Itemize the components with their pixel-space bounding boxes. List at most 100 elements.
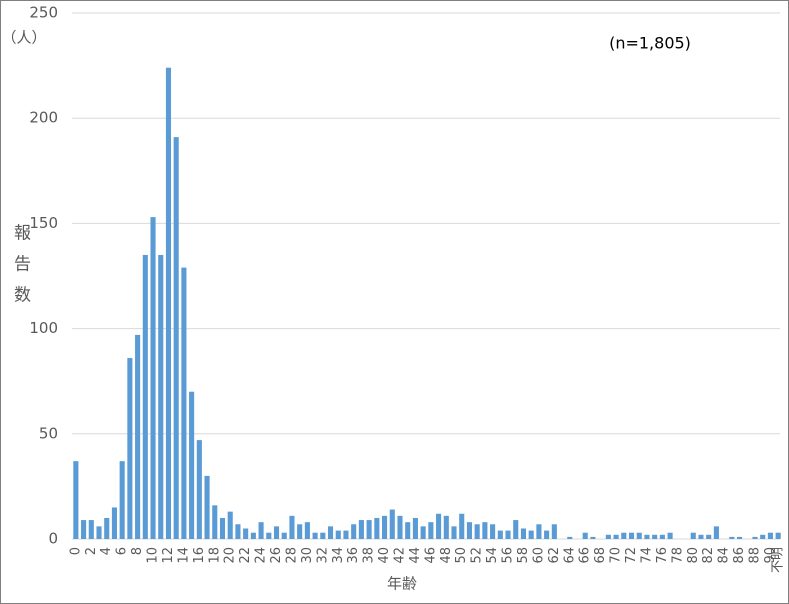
y-tick-label: 100	[29, 319, 58, 337]
bar	[158, 254, 164, 539]
bar	[505, 530, 511, 539]
y-unit: （人）	[1, 29, 46, 47]
x-tick-label: 68	[593, 547, 608, 564]
bar	[227, 511, 233, 539]
x-axis-title: 年齢	[387, 575, 417, 593]
bar	[536, 524, 542, 539]
x-tick-label: 30	[300, 547, 315, 564]
bar	[273, 526, 280, 539]
bar	[104, 517, 110, 539]
x-tick-label: 64	[562, 547, 577, 564]
bar	[466, 522, 472, 539]
y-tick-label: 150	[29, 214, 58, 232]
x-tick-label: 26	[269, 547, 284, 564]
bar	[142, 254, 148, 539]
x-tick-label: 22	[238, 547, 253, 564]
bar	[358, 520, 364, 539]
bar	[343, 530, 349, 539]
x-tick-label: 12	[161, 547, 176, 564]
bar	[767, 532, 773, 539]
bar	[81, 520, 87, 539]
bar	[613, 534, 619, 539]
bar	[281, 532, 287, 539]
x-tick-label: 66	[578, 547, 593, 564]
bar	[382, 515, 388, 539]
bar	[436, 513, 442, 539]
x-tick-label: 78	[670, 547, 685, 564]
bar	[320, 532, 326, 539]
bar	[590, 536, 596, 539]
bar	[397, 515, 403, 539]
bar	[366, 520, 372, 539]
x-tick-label: 60	[531, 547, 546, 564]
bar	[760, 534, 766, 539]
bar	[196, 440, 202, 539]
bar	[752, 536, 758, 539]
x-tick-label: 38	[362, 547, 377, 564]
bar	[304, 522, 310, 539]
bar	[713, 526, 719, 539]
bar	[652, 534, 658, 539]
x-tick-label: 50	[454, 547, 469, 564]
bar	[289, 515, 295, 539]
x-tick-label: 28	[284, 547, 299, 564]
x-tick-label: 16	[192, 547, 207, 564]
bar	[659, 534, 665, 539]
x-tick-label: 86	[732, 547, 747, 564]
x-tick-label: 90	[763, 547, 778, 564]
bar	[737, 536, 743, 539]
x-tick-label: 20	[223, 547, 238, 564]
bar	[204, 475, 210, 539]
bar	[544, 530, 550, 539]
bar	[621, 532, 627, 539]
bar	[374, 517, 380, 539]
x-tick-label: 42	[392, 547, 407, 564]
x-tick-label: 24	[254, 547, 269, 564]
x-tick-label: 48	[439, 547, 454, 564]
bar	[636, 532, 642, 539]
bar	[327, 526, 334, 539]
bar	[497, 530, 503, 539]
x-tick-label: 52	[470, 547, 485, 564]
bar	[165, 67, 172, 539]
x-tick-label: 84	[717, 547, 732, 564]
bar	[389, 509, 395, 539]
bar	[451, 526, 457, 539]
bar	[258, 522, 264, 539]
bar	[88, 520, 94, 539]
x-tick-label: 62	[547, 547, 562, 564]
x-tick-label: 88	[747, 547, 762, 564]
bar	[706, 534, 712, 539]
bar	[644, 534, 650, 539]
bar	[312, 532, 318, 539]
x-tick-label: 72	[624, 547, 639, 564]
x-tick-label: 2	[84, 547, 99, 555]
bar	[250, 532, 256, 539]
bar	[119, 461, 125, 539]
bar	[335, 530, 341, 539]
bar	[667, 532, 673, 539]
x-tick-label: 14	[176, 547, 191, 564]
bar	[520, 528, 527, 539]
x-tick-label: 40	[377, 547, 392, 564]
bar	[405, 522, 411, 539]
x-tick-label: 32	[315, 547, 330, 564]
bar	[351, 524, 357, 539]
x-tick-label: 4	[99, 547, 114, 555]
bar	[628, 532, 635, 539]
annotation: (n=1,805)	[609, 34, 691, 53]
bar	[135, 334, 141, 539]
bar	[243, 528, 249, 539]
bar	[690, 532, 696, 539]
y-tick-label: 200	[29, 109, 58, 127]
bar	[266, 532, 272, 539]
bar	[605, 534, 611, 539]
bar	[111, 507, 117, 539]
x-tick-label: 54	[485, 547, 500, 564]
bar	[73, 461, 79, 539]
bar	[173, 137, 179, 540]
bar	[420, 526, 426, 539]
x-tick-label: 82	[701, 547, 716, 564]
bar	[490, 524, 496, 539]
